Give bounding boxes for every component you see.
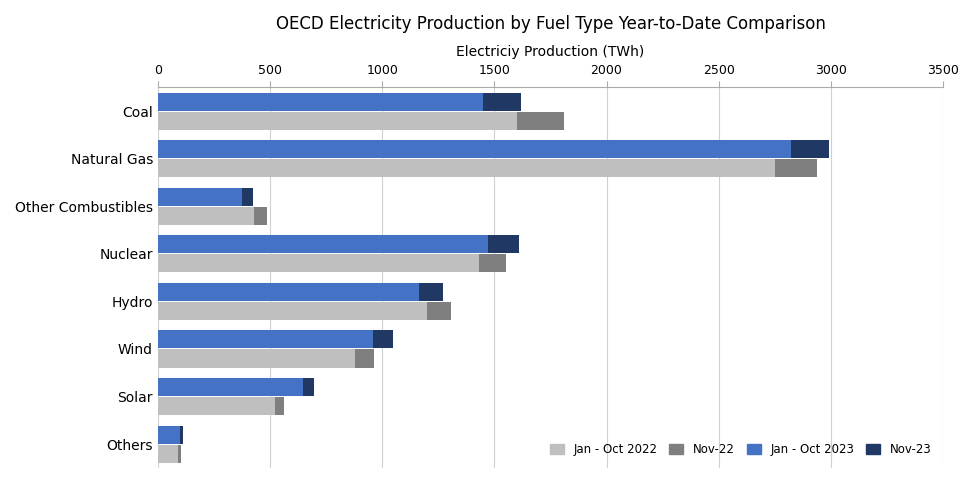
Bar (427, 302, 451, 320)
Bar (158, 445, 178, 463)
Bar (373, 330, 393, 349)
Bar (356, 350, 374, 368)
Bar (488, 235, 519, 254)
Bar (158, 235, 488, 254)
Bar (791, 140, 829, 158)
Bar (158, 93, 483, 111)
Bar (158, 426, 180, 444)
Bar (517, 112, 564, 130)
Bar (158, 188, 242, 206)
Bar (158, 350, 356, 368)
Bar (478, 255, 506, 272)
Bar (158, 283, 419, 301)
X-axis label: Electriciy Production (TWh): Electriciy Production (TWh) (457, 45, 645, 58)
Bar (158, 112, 517, 130)
Bar (158, 207, 254, 225)
Bar (158, 302, 427, 320)
Bar (275, 397, 284, 415)
Bar (303, 378, 315, 396)
Legend: Jan - Oct 2022, Nov-22, Jan - Oct 2023, Nov-23: Jan - Oct 2022, Nov-22, Jan - Oct 2023, … (544, 437, 937, 462)
Bar (158, 378, 303, 396)
Bar (178, 445, 181, 463)
Bar (254, 207, 267, 225)
Bar (158, 159, 774, 177)
Bar (774, 159, 817, 177)
Bar (158, 397, 275, 415)
Bar (419, 283, 443, 301)
Bar (242, 188, 253, 206)
Bar (180, 426, 183, 444)
Bar (158, 255, 478, 272)
Bar (483, 93, 521, 111)
Bar (158, 330, 373, 349)
Title: OECD Electricity Production by Fuel Type Year-to-Date Comparison: OECD Electricity Production by Fuel Type… (276, 15, 825, 33)
Bar (158, 140, 791, 158)
